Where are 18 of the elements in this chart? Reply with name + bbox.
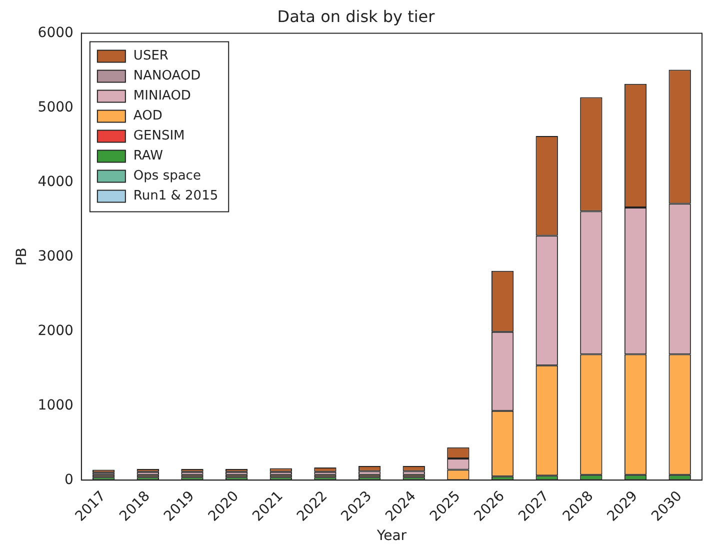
legend-label: NANOAOD [133, 68, 201, 84]
legend-label: RAW [133, 148, 164, 164]
legend-label: USER [133, 48, 168, 64]
legend-label: MINIAOD [133, 88, 191, 104]
x-axis-title: Year [376, 528, 407, 544]
y-tick-label: 1000 [38, 397, 74, 414]
legend-label: Run1 & 2015 [133, 188, 218, 204]
legend-label: AOD [133, 108, 162, 124]
y-tick-label: 6000 [38, 24, 74, 41]
legend-label: GENSIM [133, 128, 185, 144]
chart-title: Data on disk by tier [277, 6, 436, 26]
y-tick-label: 5000 [38, 99, 74, 116]
y-tick-label: 2000 [38, 322, 74, 339]
legend-label: Ops space [133, 168, 201, 184]
y-tick-label: 4000 [38, 174, 74, 190]
y-axis-title: PB [14, 248, 30, 266]
y-tick-label: 0 [64, 472, 74, 488]
y-tick-label: 3000 [38, 248, 74, 264]
